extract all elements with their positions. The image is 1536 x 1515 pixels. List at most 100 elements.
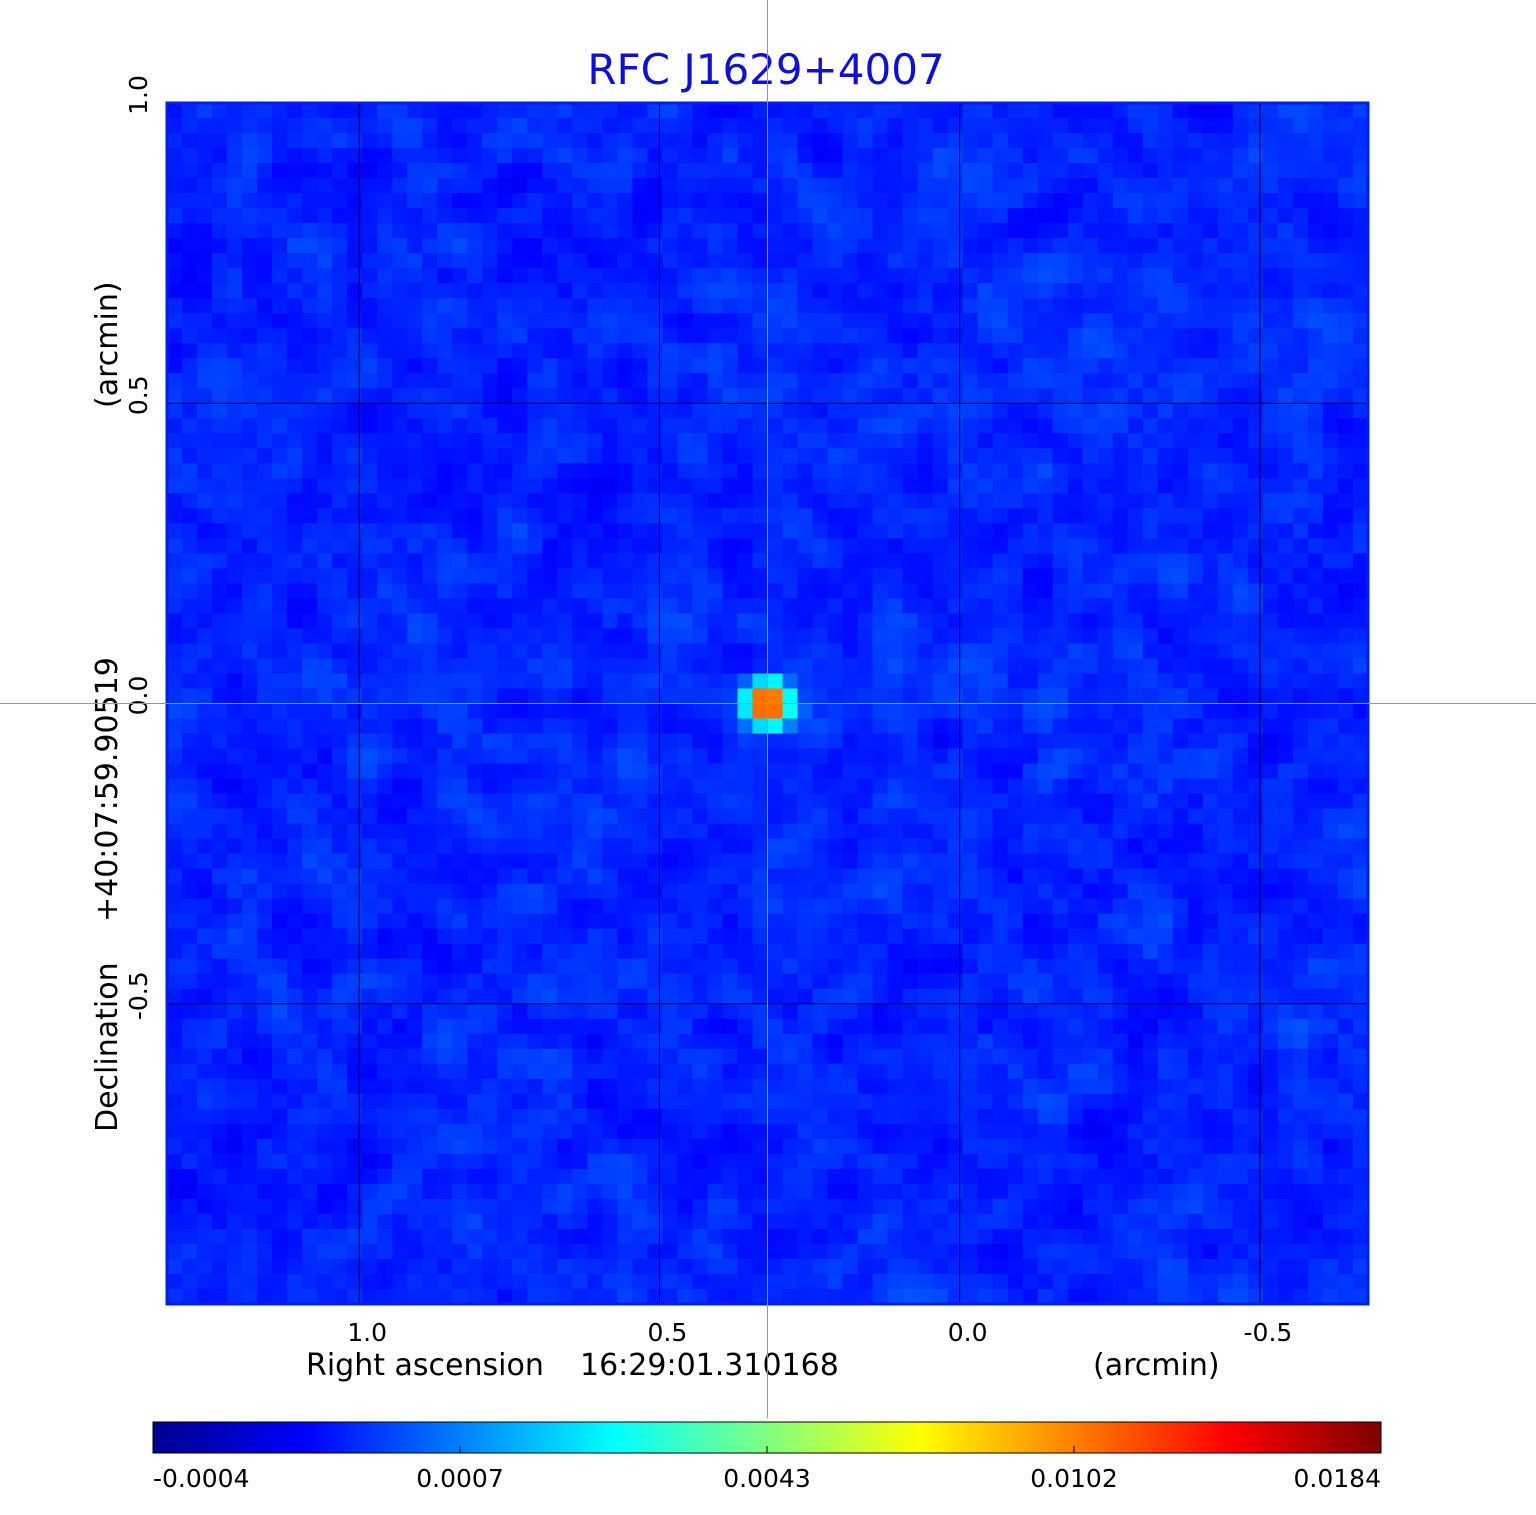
heat-pixel <box>1232 928 1249 945</box>
heat-pixel <box>677 283 694 299</box>
heat-pixel <box>1097 808 1114 825</box>
heat-pixel <box>1322 643 1339 660</box>
heat-pixel <box>677 583 694 600</box>
heat-pixel <box>407 748 423 765</box>
heat-pixel <box>1157 223 1174 239</box>
heat-pixel <box>767 433 784 449</box>
heat-pixel <box>1097 958 1114 975</box>
heat-pixel <box>1217 1003 1234 1020</box>
heat-pixel <box>587 883 603 900</box>
heat-pixel <box>707 343 724 359</box>
heat-pixel <box>932 418 949 434</box>
heat-pixel <box>527 1003 543 1020</box>
heat-pixel <box>1142 238 1159 254</box>
heat-pixel <box>257 508 273 524</box>
heat-pixel <box>587 223 603 239</box>
heat-pixel <box>1337 598 1354 615</box>
heat-pixel <box>677 433 694 449</box>
heat-pixel <box>722 778 739 795</box>
heat-pixel <box>287 253 303 269</box>
heat-pixel <box>197 583 213 600</box>
heat-pixel <box>1337 133 1354 149</box>
heat-pixel <box>362 508 378 524</box>
heat-pixel <box>617 898 633 915</box>
heat-pixel <box>1172 223 1189 239</box>
heat-pixel <box>1307 1018 1324 1035</box>
heat-pixel <box>212 598 228 615</box>
heat-pixel <box>1352 163 1369 179</box>
heat-pixel <box>557 658 573 675</box>
heat-pixel <box>302 748 318 765</box>
heat-pixel <box>1247 268 1264 284</box>
heat-pixel <box>992 763 1009 780</box>
heat-pixel <box>947 103 964 119</box>
heat-pixel <box>992 388 1009 404</box>
heat-pixel <box>842 793 859 810</box>
heat-pixel <box>1262 853 1279 870</box>
heat-pixel <box>452 628 468 645</box>
heat-pixel <box>1112 748 1129 765</box>
heat-pixel <box>527 133 543 149</box>
heat-pixel <box>887 223 904 239</box>
heat-pixel <box>812 793 829 810</box>
heat-pixel <box>647 868 664 885</box>
heat-pixel <box>707 448 724 464</box>
heat-pixel <box>1322 328 1339 344</box>
heat-pixel <box>1187 538 1204 554</box>
heat-pixel <box>182 148 198 164</box>
heat-pixel <box>692 523 709 539</box>
heat-pixel <box>1112 358 1129 374</box>
heat-pixel <box>362 883 378 900</box>
heat-pixel <box>587 613 603 630</box>
heat-pixel <box>857 613 874 630</box>
heat-pixel <box>377 838 393 855</box>
heat-pixel <box>977 598 994 615</box>
heat-pixel <box>497 928 513 945</box>
heat-pixel <box>887 778 904 795</box>
heat-pixel <box>1247 943 1264 960</box>
heat-pixel <box>437 388 453 404</box>
heat-pixel <box>527 973 543 990</box>
heat-pixel <box>827 628 844 645</box>
heat-pixel <box>167 613 183 630</box>
heat-pixel <box>362 418 378 434</box>
heat-pixel <box>722 958 739 975</box>
heat-pixel <box>242 1003 258 1020</box>
heat-pixel <box>362 523 378 539</box>
heat-pixel <box>362 943 378 960</box>
heat-pixel <box>917 328 934 344</box>
heat-pixel <box>302 733 318 750</box>
heat-pixel <box>887 763 904 780</box>
heat-pixel <box>962 313 979 329</box>
heat-pixel <box>992 493 1009 509</box>
heat-pixel <box>1142 673 1159 690</box>
heat-pixel <box>1247 448 1264 464</box>
heat-pixel <box>362 913 378 930</box>
heat-pixel <box>1352 958 1369 975</box>
heat-pixel <box>647 898 664 915</box>
heat-pixel <box>917 298 934 314</box>
heat-pixel <box>632 268 648 284</box>
heat-pixel <box>497 388 513 404</box>
heat-pixel <box>317 478 333 494</box>
heat-pixel <box>797 463 814 479</box>
heat-pixel <box>317 298 333 314</box>
heat-pixel <box>1157 943 1174 960</box>
heat-pixel <box>422 568 438 584</box>
heat-pixel <box>527 418 543 434</box>
heat-pixel <box>932 223 949 239</box>
heat-pixel <box>872 193 889 209</box>
heat-pixel <box>332 283 348 299</box>
heat-pixel <box>647 793 664 810</box>
heat-pixel <box>242 178 258 194</box>
heat-pixel <box>317 223 333 239</box>
heat-pixel <box>872 478 889 494</box>
heat-pixel <box>677 553 694 569</box>
heat-pixel <box>317 793 333 810</box>
heat-pixel <box>992 553 1009 569</box>
heat-pixel <box>887 448 904 464</box>
heat-pixel <box>827 733 844 750</box>
heat-pixel <box>1052 943 1069 960</box>
heat-pixel <box>737 703 754 720</box>
heat-pixel <box>662 298 679 314</box>
